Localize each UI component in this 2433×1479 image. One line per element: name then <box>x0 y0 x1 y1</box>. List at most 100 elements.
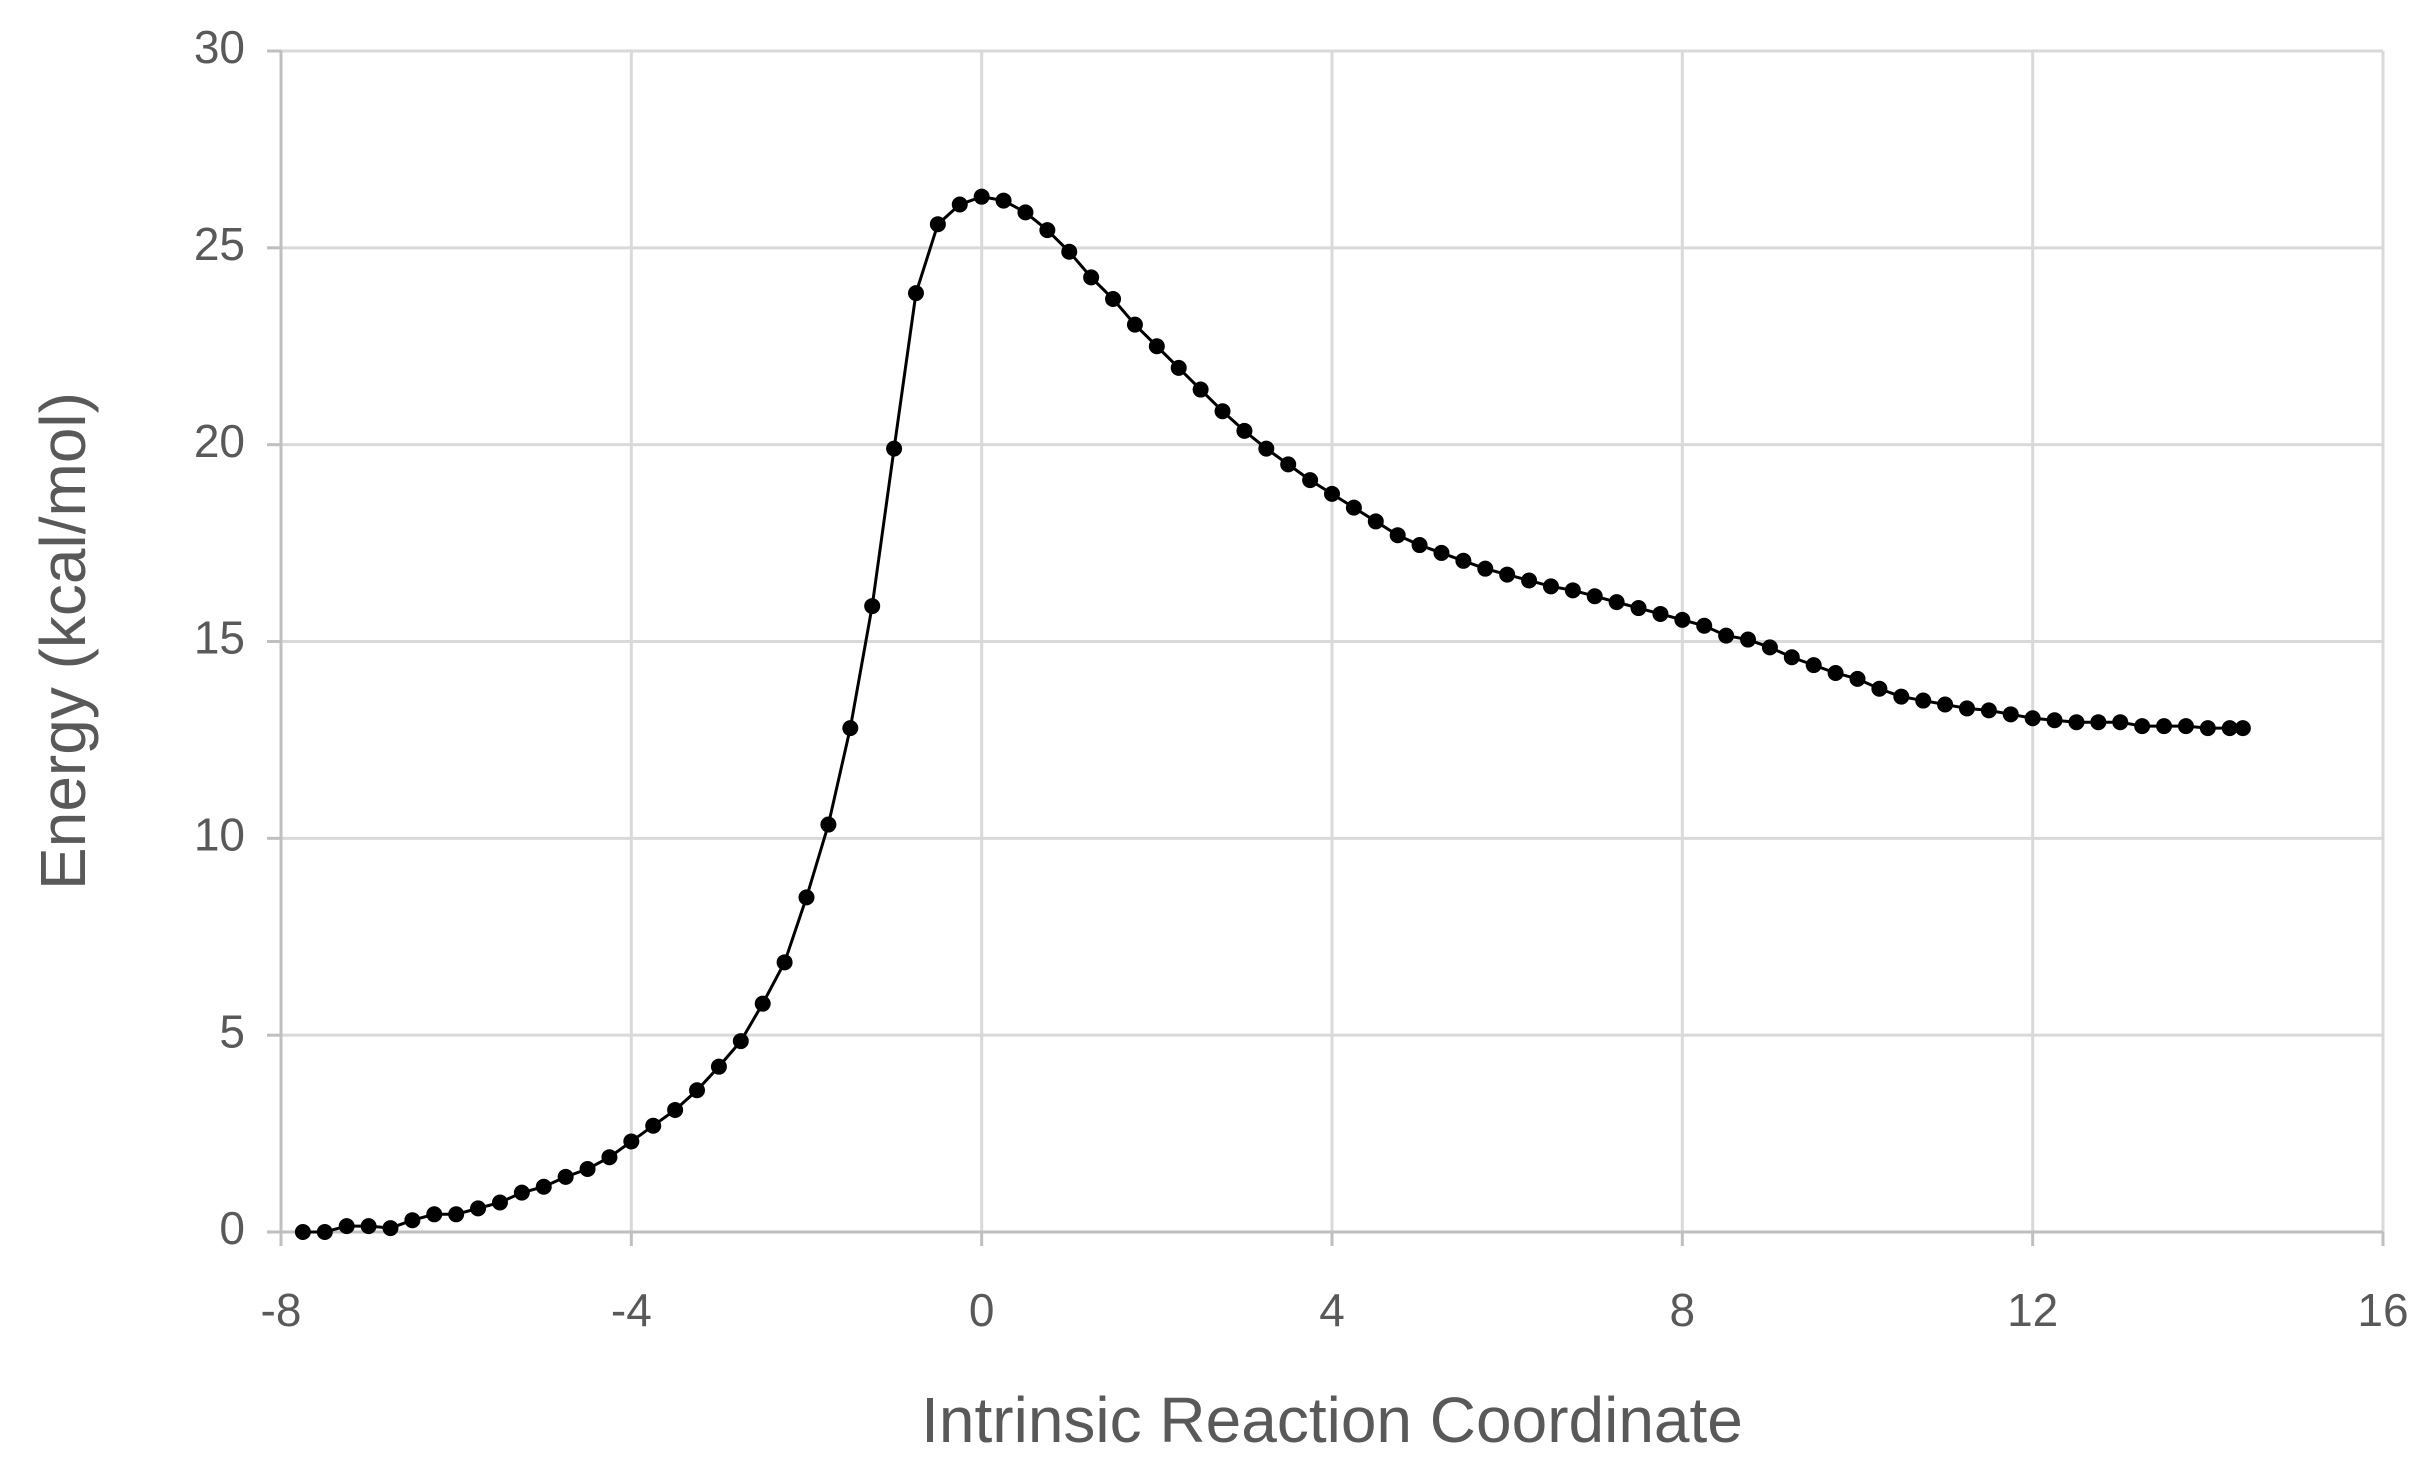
marker <box>1017 204 1034 221</box>
marker <box>1805 657 1822 674</box>
marker <box>2046 712 2063 729</box>
marker <box>2221 720 2238 737</box>
marker <box>1126 316 1143 333</box>
marker <box>491 1194 508 1211</box>
marker <box>294 1224 311 1240</box>
marker <box>842 720 859 737</box>
marker <box>689 1082 706 1099</box>
marker <box>1761 639 1778 656</box>
marker <box>1214 403 1231 420</box>
y-tick-label: 25 <box>194 218 245 270</box>
marker <box>864 598 881 615</box>
y-tick-label: 5 <box>219 1005 245 1057</box>
marker <box>513 1184 530 1201</box>
marker <box>754 995 771 1012</box>
marker <box>1696 617 1713 634</box>
marker <box>929 216 946 233</box>
y-tick-label: 0 <box>219 1202 245 1254</box>
marker <box>601 1149 618 1166</box>
marker <box>1564 582 1581 599</box>
marker <box>2112 714 2129 731</box>
marker <box>1083 269 1100 286</box>
marker <box>667 1101 684 1118</box>
y-tick-label: 30 <box>194 21 245 73</box>
marker <box>535 1178 552 1195</box>
marker <box>1236 422 1253 439</box>
y-axis-title: Energy (kcal/mol) <box>27 392 99 890</box>
marker <box>1148 338 1165 355</box>
marker <box>732 1033 749 1050</box>
x-tick-label: 16 <box>2357 1284 2408 1336</box>
marker <box>907 285 924 302</box>
marker <box>1521 572 1538 589</box>
marker <box>1718 627 1735 644</box>
marker <box>798 889 815 906</box>
marker <box>645 1117 662 1134</box>
marker <box>623 1133 640 1150</box>
marker <box>2234 720 2251 737</box>
marker <box>1740 631 1757 648</box>
marker <box>1280 456 1297 473</box>
x-tick-label: -4 <box>611 1284 652 1336</box>
marker <box>776 954 793 971</box>
marker <box>1192 381 1209 398</box>
marker <box>557 1168 574 1185</box>
x-tick-label: 0 <box>969 1284 995 1336</box>
marker <box>1477 560 1494 577</box>
marker <box>1367 513 1384 530</box>
marker <box>1937 696 1954 713</box>
marker <box>1105 291 1122 308</box>
y-tick-label: 15 <box>194 612 245 664</box>
x-tick-label: 12 <box>2007 1284 2058 1336</box>
marker <box>2177 718 2194 735</box>
marker <box>820 816 837 833</box>
marker <box>1061 243 1078 260</box>
marker <box>1871 680 1888 697</box>
y-tick-label: 10 <box>194 808 245 860</box>
marker <box>404 1212 421 1229</box>
marker <box>1170 359 1187 376</box>
x-axis-title: Intrinsic Reaction Coordinate <box>921 1384 1743 1456</box>
marker <box>2199 720 2216 737</box>
marker <box>2090 714 2107 731</box>
marker <box>1389 527 1406 544</box>
marker <box>995 192 1012 209</box>
x-tick-label: 4 <box>1319 1284 1345 1336</box>
marker <box>1608 594 1625 611</box>
marker <box>382 1220 399 1237</box>
marker <box>973 188 990 205</box>
marker <box>1586 588 1603 605</box>
marker <box>316 1224 333 1240</box>
marker <box>448 1206 465 1223</box>
marker <box>426 1206 443 1223</box>
marker <box>1893 688 1910 705</box>
y-tick-label: 20 <box>194 415 245 467</box>
marker <box>338 1218 355 1235</box>
marker <box>470 1200 487 1217</box>
marker <box>579 1161 596 1178</box>
marker <box>1324 485 1340 502</box>
marker <box>1411 537 1428 554</box>
marker <box>1980 702 1997 719</box>
marker <box>1499 566 1516 583</box>
marker <box>1039 222 1056 239</box>
marker <box>1433 544 1450 561</box>
line <box>302 195 2243 1234</box>
marker <box>360 1218 377 1235</box>
marker <box>1542 578 1559 595</box>
marker <box>1958 700 1975 717</box>
marker <box>710 1058 727 1075</box>
marker <box>2002 706 2019 723</box>
marker <box>1258 440 1275 457</box>
marker <box>2068 714 2085 731</box>
x-tick-label: 8 <box>1670 1284 1696 1336</box>
marker <box>2024 710 2041 727</box>
marker <box>1915 692 1932 709</box>
x-tick-label: -8 <box>261 1284 302 1336</box>
marker <box>1630 600 1647 617</box>
marker <box>2134 718 2151 735</box>
marker <box>1302 472 1319 489</box>
marker <box>1345 499 1362 516</box>
marker <box>1455 552 1472 569</box>
